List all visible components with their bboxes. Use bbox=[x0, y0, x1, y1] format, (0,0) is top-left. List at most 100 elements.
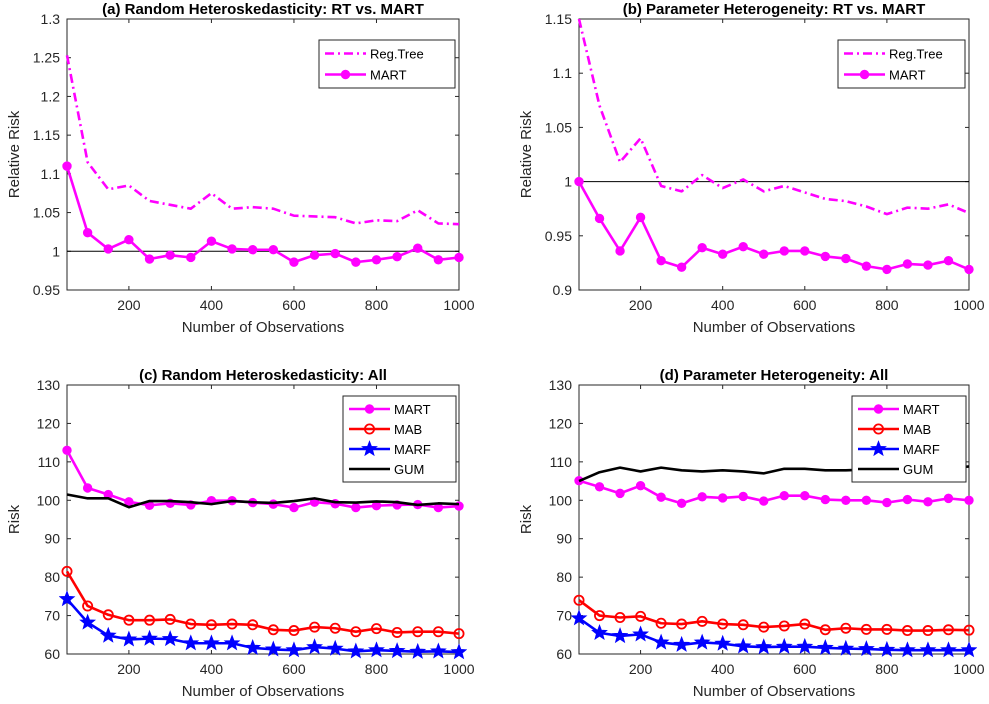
y-tick-label: 1.25 bbox=[33, 50, 60, 66]
data-point-mart bbox=[923, 497, 933, 507]
data-point-mab bbox=[860, 623, 872, 635]
data-point-mab bbox=[164, 613, 176, 625]
data-point-mart bbox=[882, 264, 892, 275]
data-point-mab bbox=[391, 626, 403, 638]
y-tick-label: 120 bbox=[37, 415, 61, 431]
data-point-mab bbox=[267, 624, 279, 636]
data-point-mart bbox=[309, 250, 320, 260]
data-point-mab bbox=[329, 622, 341, 634]
data-point-mab bbox=[350, 626, 362, 638]
data-point-mab bbox=[778, 620, 790, 632]
data-point-mart bbox=[759, 496, 769, 506]
data-point-mab bbox=[288, 625, 300, 637]
data-point-marf bbox=[182, 634, 200, 651]
data-point-marf bbox=[161, 630, 179, 647]
legend-box bbox=[318, 39, 456, 89]
data-point-marf bbox=[244, 639, 262, 656]
data-point-mart bbox=[800, 490, 810, 501]
data-point-mart bbox=[574, 176, 584, 187]
x-tick-label: 400 bbox=[711, 297, 735, 313]
x-tick-label: 800 bbox=[875, 661, 899, 677]
data-point-mab bbox=[247, 619, 259, 631]
data-point-mart bbox=[923, 260, 933, 270]
legend-marker-mart bbox=[859, 69, 870, 80]
data-point-mart bbox=[964, 495, 974, 505]
y-tick-label: 100 bbox=[37, 492, 61, 508]
legend-box bbox=[837, 39, 966, 89]
legend-label-reg-tree: Reg.Tree bbox=[889, 47, 943, 62]
data-point-mart bbox=[351, 257, 361, 267]
data-point-mab bbox=[573, 594, 585, 606]
data-point-marf bbox=[591, 624, 608, 641]
data-point-mart bbox=[206, 236, 217, 246]
y-tick-label: 80 bbox=[556, 569, 572, 585]
data-point-mart bbox=[738, 491, 748, 502]
data-point-mart bbox=[454, 252, 464, 263]
data-point-mart bbox=[227, 244, 237, 254]
data-point-mab bbox=[696, 615, 708, 627]
legend-marker-mab bbox=[363, 423, 375, 435]
y-tick-label: 1.05 bbox=[33, 205, 60, 221]
data-point-mab bbox=[82, 600, 94, 612]
x-tick-label: 400 bbox=[200, 661, 224, 677]
data-point-mart bbox=[841, 253, 851, 264]
data-point-mart bbox=[882, 497, 892, 508]
data-point-mart bbox=[676, 498, 687, 509]
x-tick-label: 1000 bbox=[443, 297, 474, 313]
x-tick-label: 400 bbox=[200, 297, 224, 313]
y-tick-label: 110 bbox=[38, 454, 61, 470]
y-tick-label: 70 bbox=[556, 608, 572, 624]
data-point-mab bbox=[205, 619, 217, 631]
x-tick-label: 600 bbox=[793, 297, 817, 313]
data-point-mab bbox=[737, 619, 749, 631]
data-point-mab bbox=[412, 626, 424, 638]
y-tick-label: 0.95 bbox=[545, 228, 572, 244]
data-point-mart bbox=[165, 250, 175, 260]
data-point-mart bbox=[676, 262, 687, 272]
x-tick-label: 600 bbox=[282, 297, 306, 313]
data-point-mart bbox=[371, 255, 382, 265]
x-tick-label: 200 bbox=[629, 297, 653, 313]
data-point-mart bbox=[820, 251, 831, 262]
data-point-marf bbox=[223, 634, 241, 651]
data-point-mart bbox=[413, 243, 423, 253]
y-tick-label: 1.15 bbox=[545, 11, 572, 27]
data-point-mart bbox=[62, 445, 72, 456]
data-point-marf bbox=[632, 625, 649, 642]
legend-label-gum: GUM bbox=[394, 462, 424, 477]
legend-box bbox=[851, 395, 967, 483]
series-group bbox=[62, 55, 464, 267]
y-axis-label: Relative Risk bbox=[518, 110, 535, 198]
data-point-marf bbox=[899, 641, 916, 658]
data-point-marf bbox=[285, 641, 303, 658]
y-tick-label: 70 bbox=[44, 608, 60, 624]
x-axis-label: Number of Observations bbox=[693, 683, 856, 700]
data-point-mart bbox=[247, 245, 258, 255]
series-line-mab bbox=[578, 599, 970, 632]
chart-title: (a) Random Heteroskedasticity: RT vs. MA… bbox=[102, 1, 424, 18]
legend-label-gum: GUM bbox=[903, 462, 933, 477]
data-point-mart bbox=[124, 234, 134, 245]
data-point-marf bbox=[347, 642, 365, 659]
y-tick-label: 90 bbox=[556, 531, 572, 547]
data-point-mart bbox=[697, 243, 707, 253]
data-point-mart bbox=[800, 246, 810, 256]
x-tick-label: 800 bbox=[365, 297, 389, 313]
legend-label-mart: MART bbox=[394, 402, 431, 417]
data-point-marf bbox=[306, 638, 323, 655]
x-tick-label: 1000 bbox=[953, 297, 984, 313]
chart-title: (d) Parameter Heterogeneity: All bbox=[660, 367, 889, 384]
legend-marker-mab bbox=[873, 423, 885, 435]
legend-label-reg-tree: Reg.Tree bbox=[370, 47, 424, 62]
legend-label-mart: MART bbox=[370, 68, 407, 83]
y-tick-label: 90 bbox=[44, 531, 60, 547]
data-point-marf bbox=[652, 633, 670, 650]
data-point-mart bbox=[433, 255, 444, 265]
chart-panel-a: 200 400 600 800 1000 0.95 1 1.05 1.1 1.15 1.2 1.25 1… bbox=[6, 1, 475, 336]
data-point-mab bbox=[61, 565, 73, 577]
data-point-marf bbox=[919, 641, 937, 658]
data-point-mab bbox=[432, 626, 444, 638]
chart-panel-b: 200 400 600 800 1000 0.9 0.95 1 1.05 1.1 1.15 (b) P… bbox=[518, 1, 985, 336]
data-point-mart bbox=[392, 252, 402, 262]
